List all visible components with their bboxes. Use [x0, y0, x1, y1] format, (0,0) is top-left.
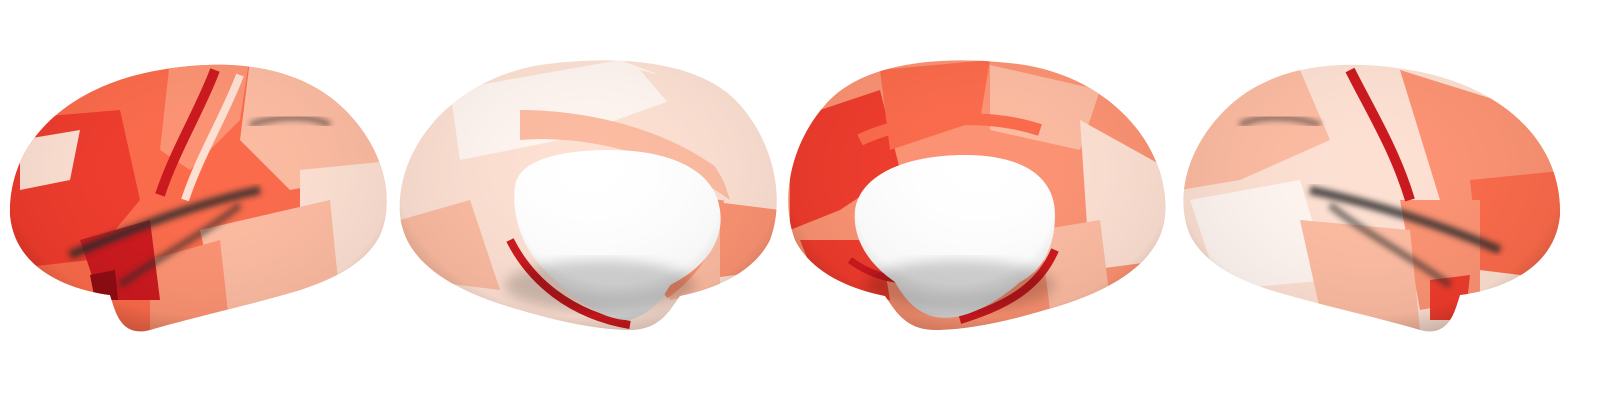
- right-lateral-hemisphere: [1183, 64, 1561, 332]
- shading: [1183, 64, 1561, 332]
- left-medial-hemisphere: [399, 60, 777, 331]
- left-lateral-hemisphere: [9, 64, 387, 332]
- shading: [399, 60, 777, 331]
- right-medial-hemisphere: [788, 60, 1166, 331]
- shading: [788, 60, 1166, 331]
- shading: [9, 64, 387, 332]
